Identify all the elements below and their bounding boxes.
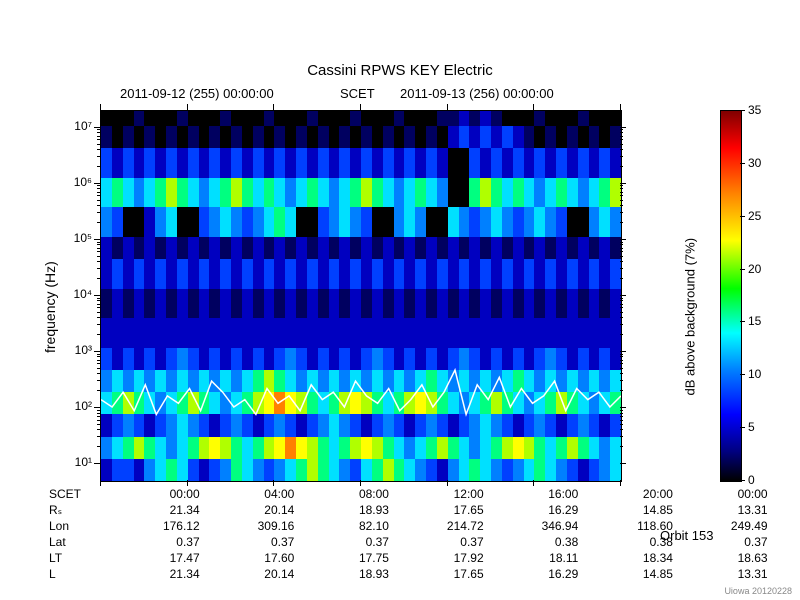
ephemeris-cell: 16:00	[488, 486, 583, 502]
y-tick-label: 10⁷	[58, 119, 92, 133]
subtitle-center: SCET	[340, 86, 375, 101]
ephemeris-cell: 00:00	[677, 486, 772, 502]
ephemeris-cell: 13.31	[677, 566, 772, 582]
ephemeris-cell: 17.92	[393, 550, 488, 566]
ephemeris-cell: 249.49	[677, 518, 772, 534]
ephemeris-row-header: Lon	[45, 518, 109, 534]
ephemeris-cell: 0.37	[204, 534, 299, 550]
colorbar-label: dB above background (7%)	[683, 196, 698, 396]
colorbar-tick-label: 5	[748, 420, 755, 434]
ephemeris-cell: 13.31	[677, 502, 772, 518]
ephemeris-cell: 14.85	[582, 502, 677, 518]
colorbar-tick-label: 35	[748, 103, 761, 117]
ephemeris-cell: 309.16	[204, 518, 299, 534]
ephemeris-cell: 118.60	[582, 518, 677, 534]
y-tick-label: 10²	[58, 399, 92, 413]
ephemeris-cell: 00:00	[109, 486, 204, 502]
ephemeris-cell: 82.10	[298, 518, 393, 534]
ephemeris-cell: 346.94	[488, 518, 583, 534]
ephemeris-row-header: LT	[45, 550, 109, 566]
ephemeris-cell: 04:00	[204, 486, 299, 502]
ephemeris-cell: 0.37	[298, 534, 393, 550]
ephemeris-cell: 17.65	[393, 502, 488, 518]
ephemeris-cell: 18.63	[677, 550, 772, 566]
y-tick-label: 10⁴	[58, 287, 92, 301]
ephemeris-cell: 17.75	[298, 550, 393, 566]
colorbar-tick-label: 30	[748, 156, 761, 170]
ephemeris-row-header: Rₛ	[45, 502, 109, 518]
colorbar-tick-label: 10	[748, 367, 761, 381]
ephemeris-row-header: L	[45, 566, 109, 582]
footer-note: Uiowa 20120228	[724, 586, 792, 596]
ephemeris-cell: 18.11	[488, 550, 583, 566]
ephemeris-cell: 176.12	[109, 518, 204, 534]
y-tick-label: 10³	[58, 343, 92, 357]
ephemeris-cell: 0.38	[582, 534, 677, 550]
ephemeris-row-header: SCET	[45, 486, 109, 502]
ephemeris-cell: 0.37	[677, 534, 772, 550]
ephemeris-cell: 20.14	[204, 566, 299, 582]
ephemeris-cell: 17.60	[204, 550, 299, 566]
ephemeris-cell: 214.72	[393, 518, 488, 534]
ephemeris-cell: 14.85	[582, 566, 677, 582]
ephemeris-cell: 0.37	[393, 534, 488, 550]
y-tick-label: 10⁵	[58, 231, 92, 245]
ephemeris-cell: 17.65	[393, 566, 488, 582]
ephemeris-cell: 20:00	[582, 486, 677, 502]
colorbar-tick-label: 25	[748, 209, 761, 223]
colorbar	[720, 110, 742, 482]
ephemeris-cell: 21.34	[109, 566, 204, 582]
ephemeris-cell: 18.93	[298, 566, 393, 582]
ephemeris-row-header: Lat	[45, 534, 109, 550]
ephemeris-table: SCET00:0004:0008:0012:0016:0020:0000:00R…	[45, 486, 772, 582]
ephemeris-cell: 20.14	[204, 502, 299, 518]
spectrogram-plot	[100, 110, 622, 482]
ephemeris-cell: 18.34	[582, 550, 677, 566]
ephemeris-cell: 16.29	[488, 502, 583, 518]
ephemeris-cell: 18.93	[298, 502, 393, 518]
ephemeris-cell: 16.29	[488, 566, 583, 582]
ephemeris-cell: 12:00	[393, 486, 488, 502]
ephemeris-cell: 0.37	[109, 534, 204, 550]
colorbar-tick-label: 0	[748, 473, 755, 487]
y-tick-label: 10¹	[58, 455, 92, 469]
colorbar-tick-label: 20	[748, 262, 761, 276]
subtitle-right: 2011-09-13 (256) 00:00:00	[400, 86, 554, 101]
y-tick-label: 10⁶	[58, 175, 92, 189]
colorbar-tick-label: 15	[748, 314, 761, 328]
ephemeris-cell: 0.38	[488, 534, 583, 550]
y-axis-label: frequency (Hz)	[42, 233, 58, 353]
subtitle-left: 2011-09-12 (255) 00:00:00	[120, 86, 274, 101]
ephemeris-cell: 08:00	[298, 486, 393, 502]
ephemeris-cell: 21.34	[109, 502, 204, 518]
plot-title: Cassini RPWS KEY Electric	[0, 62, 800, 79]
ephemeris-cell: 17.47	[109, 550, 204, 566]
